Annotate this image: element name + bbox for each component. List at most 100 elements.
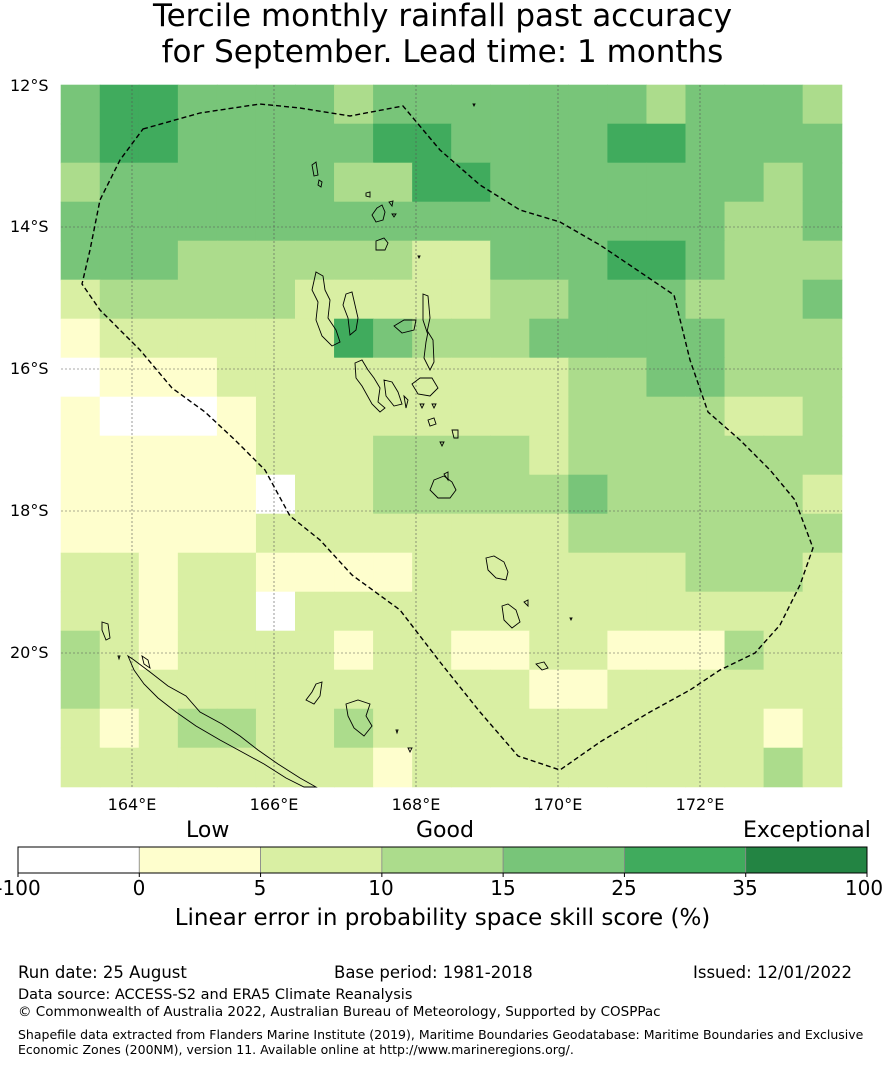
- grid-cell: [802, 747, 843, 788]
- grid-cell: [373, 669, 413, 710]
- grid-cell: [138, 318, 179, 359]
- grid-cell: [802, 123, 843, 164]
- grid-cell: [138, 513, 179, 554]
- grid-cell: [451, 435, 491, 476]
- grid-cell: [99, 84, 140, 125]
- grid-cell: [607, 513, 648, 554]
- grid-cell: [334, 396, 374, 437]
- grid-cell: [295, 552, 335, 593]
- grid-cell: [490, 123, 530, 164]
- grid-cell: [763, 630, 804, 671]
- grid-cell: [373, 630, 413, 671]
- grid-cell: [763, 552, 804, 593]
- grid-cell: [295, 240, 335, 281]
- colorbar-segment: [381, 846, 504, 874]
- grid-cell: [177, 279, 218, 320]
- grid-cell: [295, 396, 335, 437]
- grid-cell: [802, 240, 843, 281]
- lat-label-12s: 12°S: [10, 76, 49, 95]
- grid-cell: [412, 435, 452, 476]
- grid-cell: [724, 708, 765, 749]
- grid-cell: [607, 201, 648, 242]
- grid-cell: [99, 708, 140, 749]
- colorbar-segment: [138, 846, 261, 874]
- grid-cell: [373, 240, 413, 281]
- grid-cell: [685, 669, 726, 710]
- grid-cell: [724, 318, 765, 359]
- grid-cell: [646, 396, 687, 437]
- grid-cell: [138, 474, 179, 515]
- grid-cell: [177, 318, 218, 359]
- grid-cell: [685, 162, 726, 203]
- issued-date: Issued: 12/01/2022: [693, 963, 853, 982]
- grid-cell: [99, 474, 140, 515]
- lon-label-172e: 172°E: [675, 795, 725, 814]
- grid-cell: [177, 162, 218, 203]
- grid-cell: [412, 357, 452, 398]
- grid-cell: [255, 240, 296, 281]
- grid-cell: [763, 591, 804, 632]
- lat-label-20s: 20°S: [10, 643, 49, 662]
- lat-label-14s: 14°S: [10, 217, 49, 236]
- grid-cell: [216, 396, 257, 437]
- grid-cell: [216, 708, 257, 749]
- grid-cell: [99, 591, 140, 632]
- lon-label-164e: 164°E: [107, 795, 157, 814]
- grid-cell: [334, 435, 374, 476]
- grid-cell: [763, 201, 804, 242]
- grid-cell: [490, 279, 530, 320]
- data-source: Data source: ACCESS-S2 and ERA5 Climate …: [18, 987, 413, 1003]
- grid-cell: [99, 747, 140, 788]
- grid-cell: [490, 708, 530, 749]
- grid-cell: [138, 123, 179, 164]
- grid-cell: [177, 396, 218, 437]
- grid-cell: [685, 630, 726, 671]
- grid-cell: [60, 513, 101, 554]
- grid-cell: [529, 513, 569, 554]
- skill-grid: [60, 84, 843, 788]
- grid-cell: [802, 357, 843, 398]
- grid-cell: [607, 435, 648, 476]
- grid-cell: [334, 552, 374, 593]
- grid-cell: [529, 630, 569, 671]
- grid-cell: [529, 435, 569, 476]
- grid-cell: [568, 591, 608, 632]
- grid-cell: [60, 357, 101, 398]
- grid-cell: [763, 123, 804, 164]
- grid-cell: [763, 84, 804, 125]
- grid-cell: [568, 474, 608, 515]
- grid-cell: [568, 357, 608, 398]
- grid-cell: [99, 201, 140, 242]
- grid-cell: [607, 708, 648, 749]
- grid-cell: [99, 630, 140, 671]
- grid-cell: [334, 747, 374, 788]
- grid-cell: [451, 240, 491, 281]
- grid-cell: [295, 201, 335, 242]
- grid-cell: [451, 201, 491, 242]
- grid-cell: [334, 201, 374, 242]
- grid-cell: [334, 513, 374, 554]
- grid-cell: [529, 279, 569, 320]
- grid-cell: [295, 708, 335, 749]
- grid-cell: [607, 630, 648, 671]
- grid-cell: [412, 396, 452, 437]
- grid-cell: [568, 84, 608, 125]
- base-period: Base period: 1981-2018: [334, 963, 533, 982]
- grid-cell: [138, 708, 179, 749]
- grid-cell: [568, 162, 608, 203]
- grid-cell: [490, 240, 530, 281]
- grid-cell: [646, 630, 687, 671]
- grid-cell: [255, 357, 296, 398]
- grid-cell: [412, 279, 452, 320]
- grid-cell: [177, 84, 218, 125]
- grid-cell: [334, 708, 374, 749]
- grid-cell: [60, 396, 101, 437]
- grid-cell: [216, 474, 257, 515]
- grid-cell: [763, 357, 804, 398]
- grid-cell: [607, 318, 648, 359]
- grid-cell: [99, 123, 140, 164]
- grid-cell: [529, 552, 569, 593]
- grid-cell: [412, 474, 452, 515]
- grid-cell: [607, 396, 648, 437]
- grid-cell: [763, 435, 804, 476]
